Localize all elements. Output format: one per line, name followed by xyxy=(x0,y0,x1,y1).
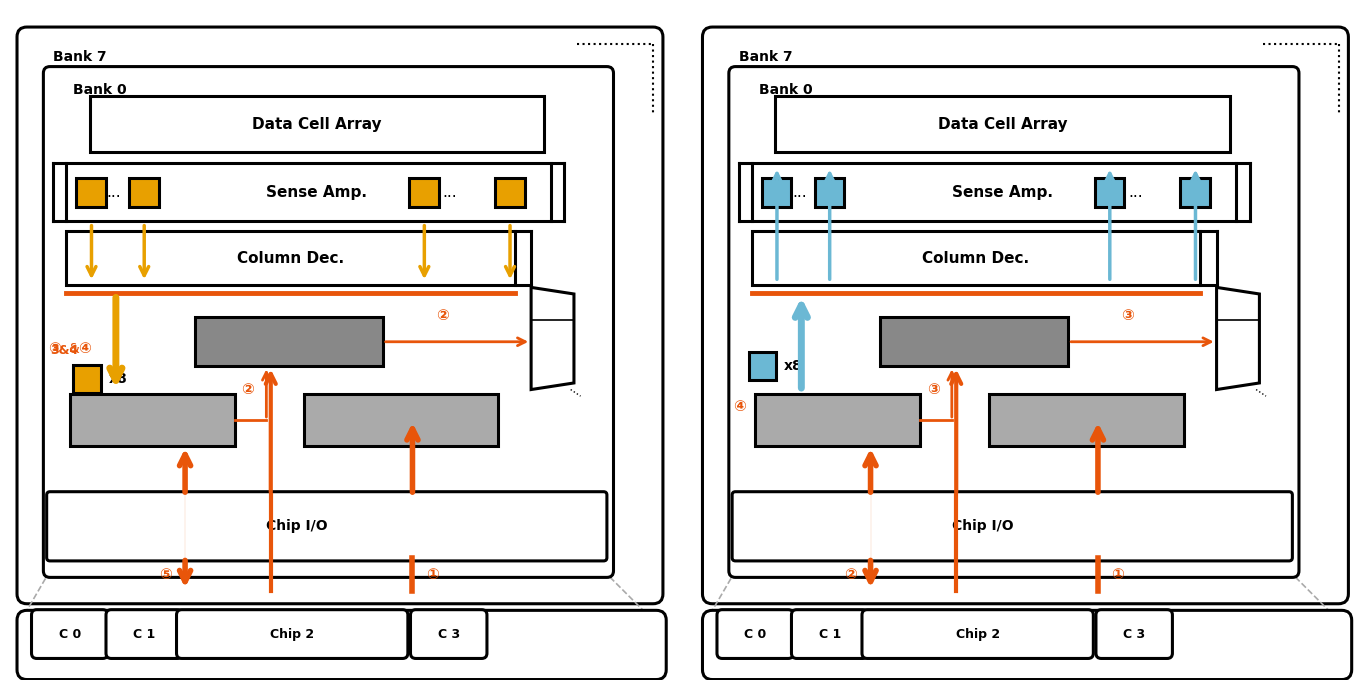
Text: ⑤: ⑤ xyxy=(159,566,172,582)
Text: Chip I/O: Chip I/O xyxy=(266,519,328,533)
FancyBboxPatch shape xyxy=(815,178,844,207)
FancyBboxPatch shape xyxy=(1095,178,1124,207)
Text: ①: ① xyxy=(1111,566,1124,582)
Text: Internal Ctrl.: Internal Ctrl. xyxy=(925,335,1025,349)
FancyBboxPatch shape xyxy=(106,610,182,659)
FancyBboxPatch shape xyxy=(752,232,1200,286)
FancyBboxPatch shape xyxy=(862,610,1093,659)
FancyBboxPatch shape xyxy=(303,394,498,446)
FancyBboxPatch shape xyxy=(1180,178,1210,207)
Text: ②: ② xyxy=(436,308,449,323)
Text: Data Buff.: Data Buff. xyxy=(799,413,877,427)
FancyBboxPatch shape xyxy=(702,610,1351,680)
FancyBboxPatch shape xyxy=(177,610,407,659)
FancyBboxPatch shape xyxy=(1096,610,1173,659)
Text: Sense Amp.: Sense Amp. xyxy=(266,185,368,200)
Text: ⑤: ⑤ xyxy=(764,398,777,414)
FancyBboxPatch shape xyxy=(129,178,159,207)
FancyBboxPatch shape xyxy=(792,610,868,659)
FancyBboxPatch shape xyxy=(70,394,235,446)
Text: Sense Amp.: Sense Amp. xyxy=(952,185,1052,200)
FancyBboxPatch shape xyxy=(16,610,667,680)
Text: Host & Bus: Host & Bus xyxy=(977,636,1081,654)
FancyBboxPatch shape xyxy=(32,610,108,659)
FancyBboxPatch shape xyxy=(66,164,552,221)
Text: ...: ... xyxy=(792,185,807,200)
Text: C 0: C 0 xyxy=(59,628,81,640)
FancyBboxPatch shape xyxy=(495,178,524,207)
Text: Bank 7: Bank 7 xyxy=(738,50,793,64)
Text: Data Cell Array: Data Cell Array xyxy=(252,117,381,132)
Text: ②: ② xyxy=(241,382,254,397)
Text: ③: ③ xyxy=(926,382,940,397)
FancyBboxPatch shape xyxy=(44,66,613,578)
Text: C 1: C 1 xyxy=(819,628,841,640)
Text: x8: x8 xyxy=(785,359,803,373)
Text: Chip 2: Chip 2 xyxy=(955,628,1000,640)
FancyBboxPatch shape xyxy=(989,394,1184,446)
FancyBboxPatch shape xyxy=(775,96,1229,153)
FancyBboxPatch shape xyxy=(733,491,1292,561)
FancyBboxPatch shape xyxy=(702,27,1349,604)
FancyBboxPatch shape xyxy=(77,178,106,207)
FancyBboxPatch shape xyxy=(729,66,1299,578)
Text: Column Dec.: Column Dec. xyxy=(237,251,344,266)
FancyBboxPatch shape xyxy=(47,491,606,561)
Text: ③: ③ xyxy=(1121,308,1135,323)
Text: C 3: C 3 xyxy=(438,628,460,640)
Text: Column Dec.: Column Dec. xyxy=(922,251,1029,266)
FancyBboxPatch shape xyxy=(718,610,793,659)
Text: C 3: C 3 xyxy=(1124,628,1146,640)
Text: Internal Ctrl.: Internal Ctrl. xyxy=(239,335,339,349)
Text: Offset Buff.: Offset Buff. xyxy=(1041,413,1132,427)
Text: C 1: C 1 xyxy=(133,628,155,640)
Text: ④: ④ xyxy=(734,398,746,414)
Text: Bank 0: Bank 0 xyxy=(73,83,126,97)
Text: ...: ... xyxy=(107,185,121,200)
Text: &: & xyxy=(69,342,80,356)
Text: Bank 7: Bank 7 xyxy=(54,50,107,64)
FancyBboxPatch shape xyxy=(749,352,777,379)
Text: ④: ④ xyxy=(78,341,91,356)
FancyBboxPatch shape xyxy=(761,178,792,207)
FancyBboxPatch shape xyxy=(881,317,1069,367)
FancyBboxPatch shape xyxy=(752,164,1236,221)
FancyBboxPatch shape xyxy=(66,232,514,286)
Text: Data Cell Array: Data Cell Array xyxy=(937,117,1067,132)
Text: ③: ③ xyxy=(48,341,60,356)
FancyBboxPatch shape xyxy=(410,610,487,659)
FancyBboxPatch shape xyxy=(755,394,921,446)
FancyBboxPatch shape xyxy=(195,317,383,367)
FancyBboxPatch shape xyxy=(73,365,100,393)
Text: Chip I/O: Chip I/O xyxy=(952,519,1014,533)
Text: Chip 2: Chip 2 xyxy=(270,628,314,640)
Text: C 0: C 0 xyxy=(744,628,767,640)
Text: Col. Addr.: Col. Addr. xyxy=(1233,317,1243,360)
Text: x8: x8 xyxy=(108,372,128,386)
Text: Col. Addr.: Col. Addr. xyxy=(547,317,557,360)
Text: Offset Buff.: Offset Buff. xyxy=(355,413,446,427)
FancyBboxPatch shape xyxy=(89,96,545,153)
Text: Host & Bus: Host & Bus xyxy=(291,636,395,654)
Text: Data Buff.: Data Buff. xyxy=(113,413,192,427)
Text: 3&4: 3&4 xyxy=(49,344,78,356)
Polygon shape xyxy=(531,288,573,389)
Text: Bank 0: Bank 0 xyxy=(759,83,812,97)
Text: ...: ... xyxy=(1128,185,1143,200)
Polygon shape xyxy=(1217,288,1259,389)
Text: ①: ① xyxy=(425,566,439,582)
Text: &: & xyxy=(753,399,764,413)
FancyBboxPatch shape xyxy=(409,178,439,207)
FancyBboxPatch shape xyxy=(16,27,663,604)
Text: ...: ... xyxy=(443,185,457,200)
Text: ②: ② xyxy=(844,566,858,582)
